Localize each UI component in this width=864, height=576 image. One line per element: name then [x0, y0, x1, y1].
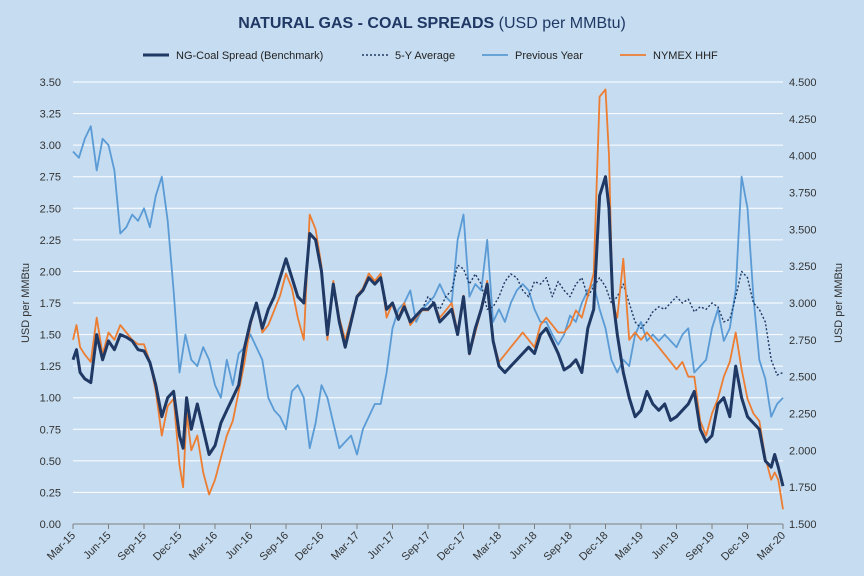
y2-tick-label: 4.500 — [789, 77, 817, 89]
y-tick-label: 2.25 — [40, 235, 61, 247]
y-tick-label: 2.50 — [40, 203, 61, 215]
y-tick-label: 0.75 — [40, 424, 61, 436]
y-tick-label: 1.75 — [40, 298, 61, 310]
y-axis-right-label: USD per MMBtu — [833, 263, 845, 343]
chart-title: NATURAL GAS - COAL SPREADS (USD per MMBt… — [238, 15, 626, 32]
y2-tick-label: 3.000 — [789, 298, 817, 310]
y-axis-right-ticks: 1.500 1.750 2.000 2.250 2.500 2.750 3.000 3.250… — [789, 77, 817, 531]
gridlines — [73, 81, 783, 525]
y-tick-label: 1.25 — [40, 361, 61, 373]
x-tick-label: Sep-15 — [116, 530, 150, 564]
legend-label-prev: Previous Year — [515, 50, 583, 62]
x-tick-label: Mar-15 — [45, 530, 78, 563]
series-line-avg — [421, 264, 784, 376]
y-tick-label: 3.50 — [40, 77, 61, 89]
series-line-prev — [72, 125, 784, 456]
x-tick-label: Dec-17 — [435, 530, 469, 564]
y2-tick-label: 1.500 — [789, 519, 817, 531]
x-tick-label: Mar-16 — [187, 530, 220, 563]
chart-title-main: NATURAL GAS - COAL SPREADS — [238, 15, 494, 32]
series-line-hhf — [72, 88, 784, 510]
x-tick-label: Sep-17 — [400, 530, 434, 564]
x-tick-label: Mar-19 — [613, 530, 646, 563]
legend-label-avg: 5-Y Average — [395, 50, 455, 62]
y-tick-label: 0.25 — [40, 487, 61, 499]
y2-tick-label: 2.250 — [789, 409, 817, 421]
y2-tick-label: 4.000 — [789, 151, 817, 163]
series-line-benchmark — [71, 175, 785, 487]
x-tick-label: Dec-19 — [719, 530, 753, 564]
y-tick-label: 3.25 — [40, 109, 61, 121]
x-tick-label: Sep-19 — [684, 530, 718, 564]
y2-tick-label: 2.750 — [789, 335, 817, 347]
y-axis-left-label: USD per MMBtu — [20, 263, 32, 343]
x-axis-ticks: Mar-15 Jun-15 Sep-15 Dec-15 Mar-16 Jun-16 Sep-… — [45, 523, 788, 564]
y-tick-label: 0.00 — [40, 519, 61, 531]
x-tick-label: Jun-19 — [649, 530, 681, 562]
x-tick-label: Sep-18 — [542, 530, 576, 564]
y-tick-label: 1.00 — [40, 393, 61, 405]
legend-label-benchmark: NG-Coal Spread (Benchmark) — [176, 50, 323, 62]
legend: NG-Coal Spread (Benchmark) 5-Y Average Pre… — [143, 50, 718, 62]
chart-title-unit: (USD per MMBtu) — [494, 15, 626, 32]
x-tick-label: Sep-16 — [258, 530, 292, 564]
y-tick-label: 1.50 — [40, 330, 61, 342]
y-axis-left-ticks: 0.00 0.25 0.50 0.75 1.00 1.25 1.50 1.75 2.00 2.25… — [40, 77, 61, 531]
y-tick-label: 3.00 — [40, 140, 61, 152]
y2-tick-label: 3.250 — [789, 261, 817, 273]
x-tick-label: Jun-15 — [81, 530, 113, 562]
y2-tick-label: 4.250 — [789, 114, 817, 126]
x-tick-label: Dec-16 — [293, 530, 327, 564]
series-lines — [71, 88, 785, 510]
y-tick-label: 2.00 — [40, 266, 61, 278]
x-tick-label: Mar-20 — [755, 530, 788, 563]
y-tick-label: 2.75 — [40, 172, 61, 184]
y2-tick-label: 1.750 — [789, 482, 817, 494]
x-tick-label: Jun-17 — [365, 530, 397, 562]
y2-tick-label: 3.500 — [789, 224, 817, 236]
x-tick-label: Mar-17 — [329, 530, 362, 563]
x-tick-label: Dec-18 — [577, 530, 611, 564]
legend-label-hhf: NYMEX HHF — [653, 50, 718, 62]
x-tick-label: Jun-16 — [223, 530, 255, 562]
y2-tick-label: 2.000 — [789, 445, 817, 457]
x-tick-label: Mar-18 — [471, 530, 504, 563]
x-tick-label: Dec-15 — [151, 530, 185, 564]
x-tick-label: Jun-18 — [507, 530, 539, 562]
y2-tick-label: 3.750 — [789, 188, 817, 200]
y2-tick-label: 2.500 — [789, 372, 817, 384]
y-tick-label: 0.50 — [40, 456, 61, 468]
